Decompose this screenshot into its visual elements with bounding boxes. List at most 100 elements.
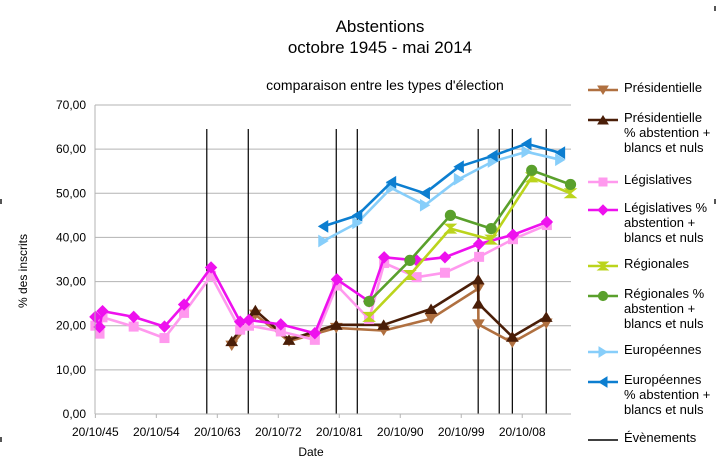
series-7 <box>318 145 566 248</box>
data-point <box>526 164 538 176</box>
legend-label: Régionales <box>624 256 690 271</box>
data-point <box>424 303 438 314</box>
legend-label: Présidentielle <box>624 80 703 95</box>
x-tick-label: 20/10/08 <box>499 425 546 439</box>
data-point <box>554 146 566 160</box>
series-1 <box>225 283 553 352</box>
data-point <box>351 208 363 222</box>
data-point <box>362 311 377 322</box>
data-point <box>539 311 553 322</box>
y-tick-label: 40,00 <box>56 230 86 244</box>
data-point <box>274 318 288 331</box>
data-point <box>540 215 554 229</box>
data-point <box>506 228 520 241</box>
data-point <box>505 331 519 342</box>
data-point <box>453 160 464 174</box>
chart-title: Abstentions <box>335 17 425 36</box>
series-2 <box>225 273 553 347</box>
chart-subtitle: octobre 1945 - mai 2014 <box>287 38 473 57</box>
data-point <box>472 298 485 309</box>
data-point <box>127 310 140 324</box>
x-axis-label: Date <box>298 445 324 458</box>
data-point <box>596 261 610 271</box>
data-series <box>89 137 578 352</box>
data-point <box>598 376 608 388</box>
data-point <box>471 273 485 285</box>
data-point <box>308 327 322 340</box>
data-point <box>521 145 532 159</box>
y-tick-label: 30,00 <box>56 275 86 289</box>
left-edge-mark <box>0 437 2 442</box>
data-point <box>419 186 430 200</box>
data-point <box>93 320 106 334</box>
y-tick-label: 0,00 <box>63 407 87 421</box>
legend-label: Européennes <box>624 342 702 357</box>
x-tick-label: 20/10/63 <box>194 425 241 439</box>
data-point <box>329 319 343 330</box>
data-point <box>128 321 139 332</box>
legend-symbol <box>588 115 618 125</box>
data-point <box>484 234 499 245</box>
y-tick-label: 10,00 <box>56 363 86 377</box>
legend-label: Régionales % abstention + blancs et nuls <box>624 286 705 331</box>
data-point <box>472 319 485 330</box>
x-tick-label: 20/10/81 <box>316 425 363 439</box>
data-point <box>377 251 391 264</box>
data-point <box>242 313 256 327</box>
data-point <box>177 298 191 311</box>
x-tick-label: 20/10/90 <box>377 425 424 439</box>
data-point <box>424 313 438 325</box>
data-point <box>487 149 498 163</box>
data-point <box>597 85 609 95</box>
x-tick-label: 20/10/45 <box>72 425 119 439</box>
y-tick-label: 50,00 <box>56 186 86 200</box>
x-tick-label: 20/10/99 <box>438 425 485 439</box>
legend-label: Législatives % abstention + blancs et nu… <box>624 200 708 245</box>
data-point <box>521 137 532 151</box>
data-point <box>564 178 577 191</box>
x-tick-label: 20/10/54 <box>133 425 180 439</box>
series-line <box>368 176 571 318</box>
data-point <box>282 334 296 345</box>
series-line <box>322 142 561 228</box>
y-tick-label: 20,00 <box>56 319 86 333</box>
y-tick-label: 60,00 <box>56 142 86 156</box>
data-point <box>204 261 218 274</box>
data-point <box>159 333 170 344</box>
data-point <box>318 234 329 248</box>
data-point <box>225 335 239 347</box>
x-tick-label: 20/10/72 <box>255 425 302 439</box>
data-point <box>352 216 363 230</box>
legend-label: Européennes % abstention + blancs et nul… <box>624 372 711 417</box>
data-point <box>158 320 171 333</box>
legend-symbol <box>588 439 618 441</box>
chart-heading: comparaison entre les types d'élection <box>266 77 504 93</box>
data-point <box>96 304 109 318</box>
data-point <box>597 290 609 302</box>
legend-label: Législatives <box>624 172 692 187</box>
data-point <box>598 346 608 358</box>
data-point <box>485 223 497 235</box>
data-point <box>377 319 391 330</box>
data-point <box>438 251 452 264</box>
legend-label: Évènements <box>624 430 697 445</box>
data-point <box>402 269 417 280</box>
series-line <box>230 278 547 342</box>
data-point <box>443 223 458 234</box>
event-lines <box>206 129 547 414</box>
legend-label: Présidentielle % abstention + blancs et … <box>624 110 711 155</box>
data-point <box>472 237 486 251</box>
data-point <box>597 115 609 125</box>
data-point <box>330 273 344 286</box>
y-tick-label: 70,00 <box>56 98 86 112</box>
data-point <box>363 295 375 308</box>
right-edge-mark <box>714 6 716 11</box>
data-point <box>248 304 262 316</box>
legend-symbol <box>588 177 618 187</box>
data-point <box>453 172 465 186</box>
data-point <box>555 153 566 167</box>
legend-symbol <box>588 261 618 271</box>
data-point <box>598 177 608 187</box>
series-line <box>368 169 571 303</box>
